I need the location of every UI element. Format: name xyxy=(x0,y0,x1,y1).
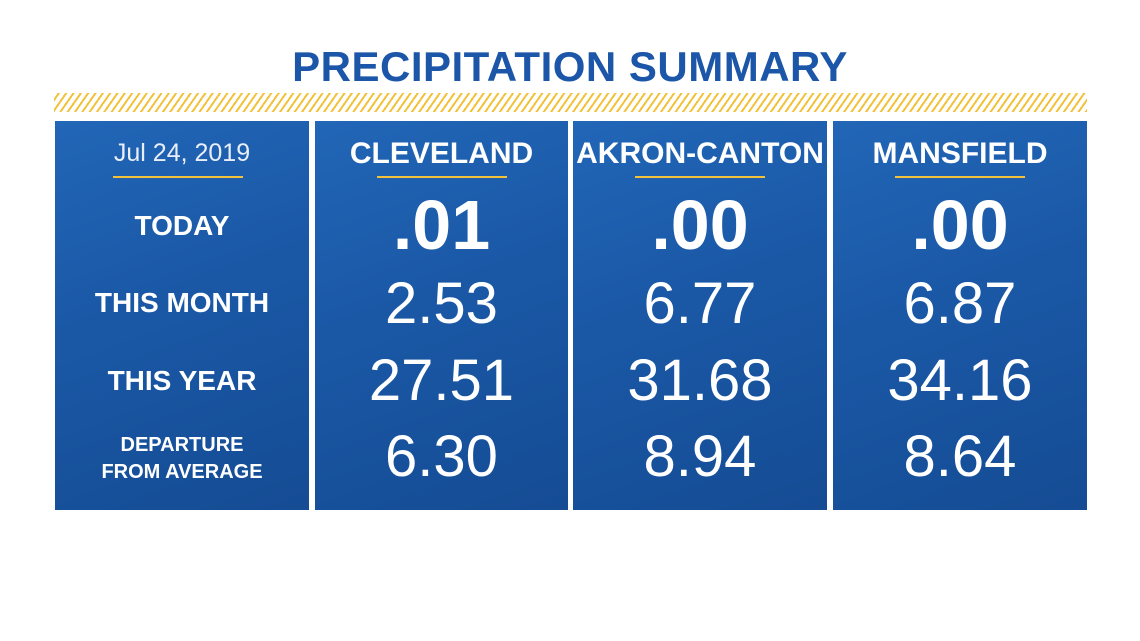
row-label-departure-line1: DEPARTURE xyxy=(120,434,244,456)
value-today: .00 xyxy=(651,186,749,264)
row-label-this-month: THIS MONTH xyxy=(94,287,270,318)
location-panel-akron-canton: AKRON-CANTON .00 6.77 31.68 8.94 xyxy=(573,121,827,510)
value-this-year: 27.51 xyxy=(368,348,515,413)
value-departure: 8.94 xyxy=(643,424,757,489)
row-label-departure-line2: FROM AVERAGE xyxy=(101,461,263,483)
date-label: Jul 24, 2019 xyxy=(113,139,251,167)
value-this-year: 34.16 xyxy=(887,348,1033,413)
location-panel-cleveland: CLEVELAND .01 2.53 27.51 6.30 xyxy=(315,121,568,510)
value-departure: 8.64 xyxy=(903,424,1017,489)
gold-stripe-divider xyxy=(54,93,1087,112)
location-panel-mansfield: MANSFIELD .00 6.87 34.16 8.64 xyxy=(833,121,1087,510)
row-label-today: TODAY xyxy=(134,210,230,241)
location-underline xyxy=(895,176,1025,178)
location-name: MANSFIELD xyxy=(872,137,1048,170)
location-underline xyxy=(377,176,507,178)
value-today: .01 xyxy=(392,186,491,264)
date-underline xyxy=(113,176,243,178)
location-name: CLEVELAND xyxy=(349,137,534,170)
value-departure: 6.30 xyxy=(385,424,498,489)
value-this-year: 31.68 xyxy=(627,348,773,413)
value-this-month: 6.87 xyxy=(903,271,1017,336)
location-name: AKRON-CANTON xyxy=(576,137,824,170)
row-label-this-year: THIS YEAR xyxy=(107,365,257,396)
value-this-month: 2.53 xyxy=(385,271,498,336)
page-title: PRECIPITATION SUMMARY xyxy=(292,43,848,90)
value-this-month: 6.77 xyxy=(643,271,757,336)
row-label-departure: DEPARTURE FROM AVERAGE xyxy=(55,432,309,486)
location-underline xyxy=(635,176,765,178)
value-today: .00 xyxy=(911,186,1009,264)
labels-panel: Jul 24, 2019 TODAY THIS MONTH THIS YEAR … xyxy=(55,121,309,510)
